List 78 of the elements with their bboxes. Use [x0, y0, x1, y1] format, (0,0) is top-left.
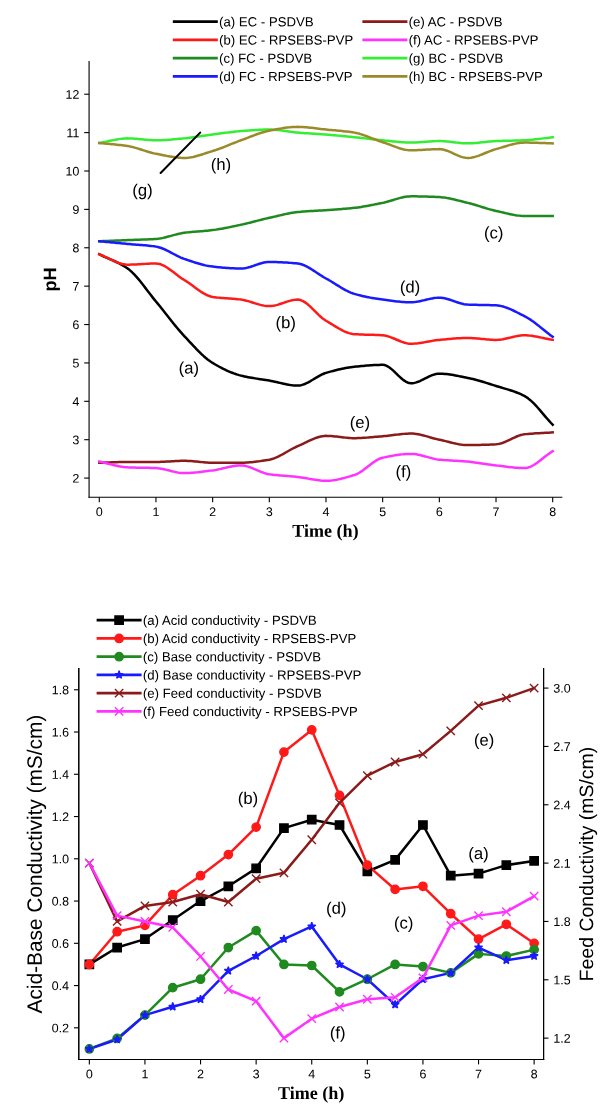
- legend-label: (d) FC - RPSEBS-PVP: [219, 71, 352, 84]
- legend-label: (b) Acid conductivity - RPSEBS-PVP: [143, 633, 356, 646]
- x-tick-label: 0: [96, 507, 103, 517]
- legend-label: (h) BC - RPSEBS-PVP: [409, 71, 543, 84]
- x-tick-label: 6: [420, 1069, 426, 1079]
- x-tick-label: 6: [436, 507, 443, 517]
- x-tick-label: 5: [379, 507, 386, 517]
- annotation: (d): [327, 901, 346, 918]
- x-tick-label: 3: [253, 1069, 260, 1079]
- y-tick-label: 11: [67, 128, 79, 138]
- legend-label: (d) Base conductivity - RPSEBS-PVP: [143, 670, 361, 683]
- x-axis-title: Time (h): [278, 1086, 344, 1103]
- annotation: (d): [400, 280, 420, 296]
- y-axis-title: Acid-Base Conductivity (mS/cm): [26, 716, 47, 1014]
- y2-tick-label: 2.4: [553, 800, 571, 810]
- annotation: (b): [238, 791, 258, 808]
- y-tick-label: 4: [72, 397, 79, 406]
- x-tick-label: 7: [493, 507, 499, 517]
- y-tick-label: 8: [72, 243, 79, 253]
- y-tick-label: 1.6: [52, 727, 69, 737]
- x-tick-label: 0: [86, 1069, 93, 1079]
- x-tick-label: 1: [142, 1069, 148, 1079]
- legend-label: (f) AC - RPSEBS-PVP: [409, 35, 538, 48]
- x-axis-title: Time (h): [292, 524, 358, 541]
- y2-axis-title: Feed Conductivity (mS/cm): [579, 748, 598, 980]
- y-tick-label: 1.2: [52, 812, 69, 822]
- y-tick-label: 1.8: [52, 685, 69, 695]
- x-tick-label: 4: [322, 507, 330, 517]
- x-tick-label: 2: [197, 1069, 204, 1079]
- y-tick-label: 5: [72, 358, 79, 368]
- x-tick-label: 5: [364, 1069, 371, 1079]
- annotation: (h): [211, 157, 231, 174]
- y-tick-label: 2: [73, 473, 79, 483]
- legend-label: (e) AC - PSDVB: [409, 16, 502, 30]
- annotation: (a): [179, 361, 198, 377]
- y2-tick-label: 2.1: [553, 858, 571, 868]
- y-tick-label: 1.0: [52, 854, 69, 864]
- y-tick-label: 7: [73, 282, 79, 291]
- x-tick-label: 2: [209, 507, 216, 517]
- y2-tick-label: 1.8: [554, 917, 571, 927]
- annotation: (f): [396, 465, 411, 481]
- x-tick-label: 8: [531, 1069, 538, 1079]
- y-tick-label: 10: [66, 166, 79, 176]
- legend-label: (b) EC - RPSEBS-PVP: [219, 35, 353, 48]
- y-tick-label: 0.6: [52, 939, 69, 948]
- y2-tick-label: 3.0: [553, 683, 571, 693]
- y-tick-label: 9: [72, 205, 79, 215]
- y2-tick-label: 2.7: [553, 742, 571, 751]
- y-tick-label: 0.4: [52, 981, 69, 991]
- y2-tick-label: 1.2: [554, 1033, 571, 1043]
- x-tick-label: 4: [308, 1069, 315, 1079]
- legend-label: (f) Feed conductivity - RPSEBS-PVP: [143, 706, 358, 719]
- y2-tick-label: 1.5: [554, 975, 571, 985]
- y-axis-title: pH: [43, 268, 60, 291]
- annotation: (e): [474, 733, 494, 750]
- annotation: (a): [469, 846, 488, 863]
- y-tick-label: 1.4: [52, 770, 69, 779]
- x-tick-label: 3: [266, 507, 273, 517]
- legend-label: (g) BC - PSDVB: [409, 53, 503, 66]
- x-tick-label: 7: [475, 1069, 482, 1079]
- annotation: (b): [276, 316, 295, 332]
- annotation: (e): [350, 415, 370, 432]
- y-tick-label: 6: [73, 320, 79, 330]
- x-tick-label: 1: [153, 507, 159, 517]
- legend-label: (a) Acid conductivity - PSDVB: [143, 615, 316, 628]
- y-tick-label: 12: [66, 90, 79, 99]
- annotation: (c): [485, 226, 503, 242]
- legend-label: (a) EC - PSDVB: [219, 16, 313, 30]
- legend-label: (c) FC - PSDVB: [219, 53, 312, 66]
- y-tick-label: 0.8: [52, 896, 69, 906]
- x-tick-label: 8: [549, 507, 556, 517]
- y-tick-label: 3: [72, 435, 79, 445]
- legend-label: (e) Feed conductivity - PSDVB: [143, 688, 322, 701]
- annotation: (f): [330, 1026, 345, 1042]
- annotation: (g): [133, 183, 152, 200]
- legend-label: (c) Base conductivity - PSDVB: [143, 651, 321, 665]
- annotation: (c): [394, 916, 413, 933]
- y-tick-label: 0.2: [52, 1023, 69, 1033]
